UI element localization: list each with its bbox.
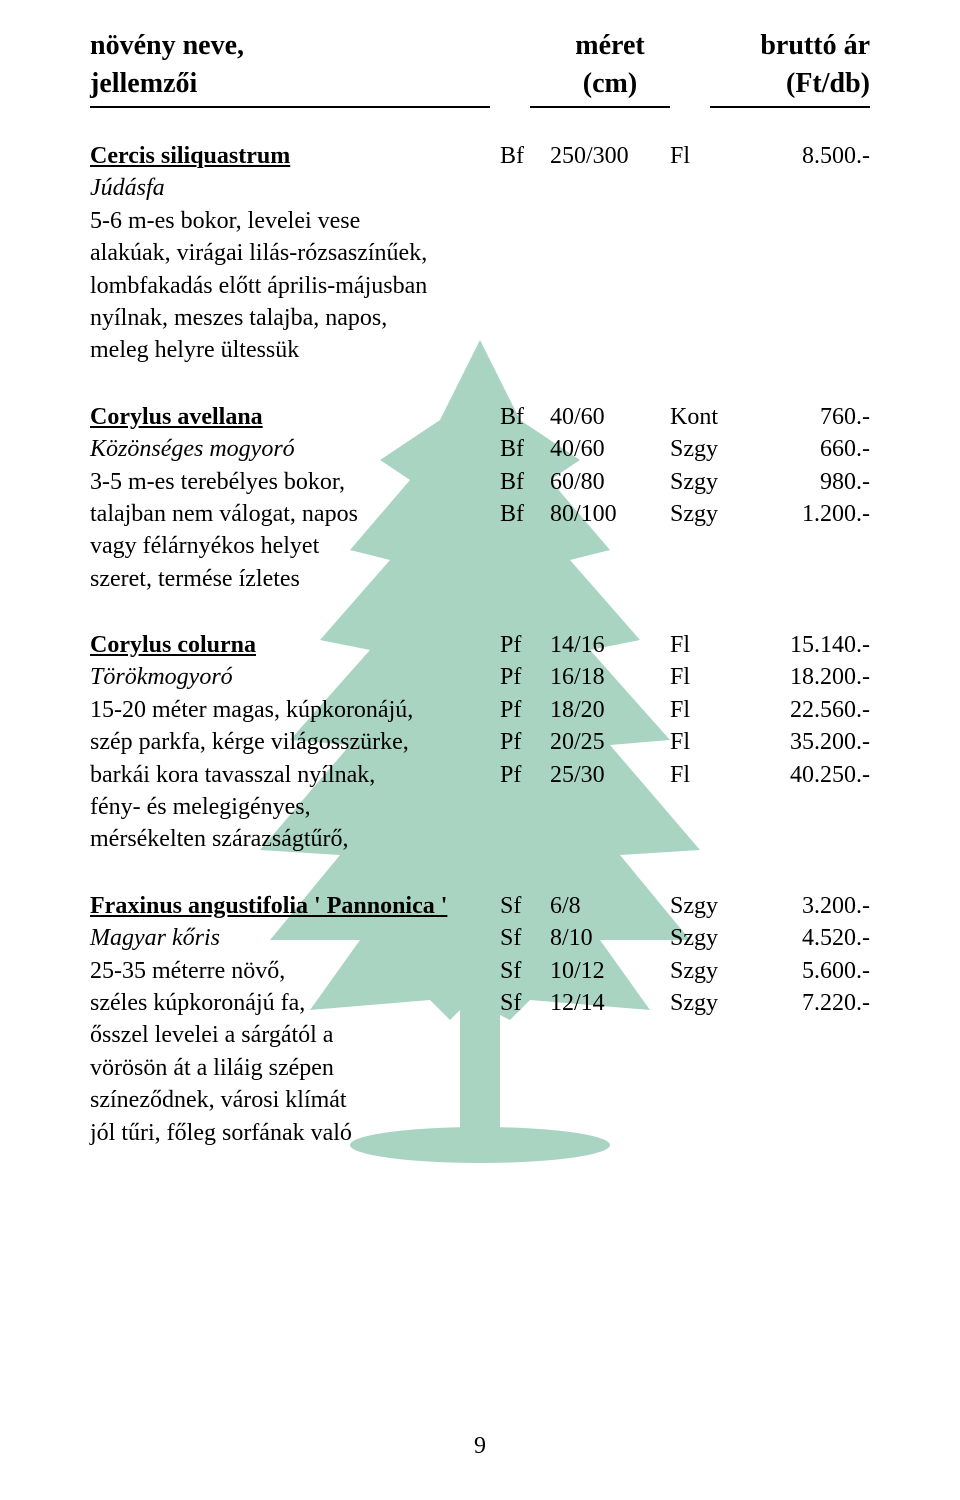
plant-title: Corylus colurna [90,632,256,658]
type-cell: Bf [500,498,550,530]
plant-entry: Cercis siliquastrum Bf 250/300 Fl 8.500.… [90,140,870,367]
size-cell: 20/25 [550,726,670,758]
plant-desc: vörösön át a liláig szépen [90,1052,870,1084]
type-cell: Sf [500,955,550,987]
unit-cell: Szgy [670,922,750,954]
type-cell: Sf [500,922,550,954]
type-cell: Pf [500,661,550,693]
size-cell: 10/12 [550,955,670,987]
price-cell: 40.250.- [750,759,870,791]
price-cell: 3.200.- [750,890,870,922]
unit-cell: Fl [670,759,750,791]
type-cell: Bf [500,466,550,498]
plant-entry: Corylus colurna Pf 14/16 Fl 15.140.- Tör… [90,629,870,856]
unit-cell: Szgy [670,433,750,465]
size-cell: 80/100 [550,498,670,530]
page-content: növény neve, méret bruttó ár jellemzői (… [0,0,960,1223]
plant-desc: talajban nem válogat, napos [90,498,500,530]
type-cell: Pf [500,726,550,758]
price-cell: 22.560.- [750,694,870,726]
unit-cell: Szgy [670,987,750,1019]
plant-desc: vagy félárnyékos helyet [90,530,870,562]
unit-cell: Szgy [670,498,750,530]
unit-cell: Szgy [670,890,750,922]
unit-cell: Fl [670,629,750,661]
size-cell: 60/80 [550,466,670,498]
plant-desc: fény- és melegigényes, [90,791,870,823]
type-cell: Pf [500,629,550,661]
plant-desc: 3-5 m-es terebélyes bokor, [90,466,500,498]
plant-desc: szeret, termése ízletes [90,563,870,595]
unit-cell: Szgy [670,955,750,987]
price-cell: 35.200.- [750,726,870,758]
plant-desc: 5-6 m-es bokor, levelei vese [90,205,870,237]
plant-desc: ősszel levelei a sárgától a [90,1019,870,1051]
price-cell: 8.500.- [750,140,870,172]
size-cell: 40/60 [550,433,670,465]
size-cell: 14/16 [550,629,670,661]
header-col2-line1: méret [530,30,690,62]
header-col1-line1: növény neve, [90,30,530,62]
size-cell: 40/60 [550,401,670,433]
plant-italic-name: Törökmogyoró [90,661,500,693]
size-cell: 18/20 [550,694,670,726]
unit-cell: Fl [670,140,750,172]
plant-desc: mérsékelten szárazságtűrő, [90,823,870,855]
plant-italic-name: Közönséges mogyoró [90,433,500,465]
header-col3-line1: bruttó ár [690,30,870,62]
header-col1-line2: jellemzői [90,68,530,100]
price-cell: 18.200.- [750,661,870,693]
plant-desc: alakúak, virágai lilás-rózsaszínűek, [90,237,870,269]
type-cell: Sf [500,890,550,922]
table-header-row-2: jellemzői (cm) (Ft/db) [90,68,870,100]
header-col3-line2: (Ft/db) [690,68,870,100]
header-underlines [90,106,870,108]
plant-title: Cercis siliquastrum [90,143,290,169]
size-cell: 250/300 [550,140,670,172]
size-cell: 12/14 [550,987,670,1019]
size-cell: 16/18 [550,661,670,693]
plant-desc: nyílnak, meszes talajba, napos, [90,302,870,334]
plant-desc: széles kúpkoronájú fa, [90,987,500,1019]
size-cell: 8/10 [550,922,670,954]
plant-desc: meleg helyre ültessük [90,334,870,366]
price-cell: 1.200.- [750,498,870,530]
size-cell: 25/30 [550,759,670,791]
plant-desc: barkái kora tavasszal nyílnak, [90,759,500,791]
plant-title: Fraxinus angustifolia ' Pannonica ' [90,893,447,919]
page-number: 9 [474,1433,486,1460]
plant-desc: 15-20 méter magas, kúpkoronájú, [90,694,500,726]
type-cell: Pf [500,694,550,726]
table-header-row: növény neve, méret bruttó ár [90,30,870,62]
price-cell: 980.- [750,466,870,498]
size-cell: 6/8 [550,890,670,922]
unit-cell: Kont [670,401,750,433]
type-cell: Pf [500,759,550,791]
plant-desc: szép parkfa, kérge világosszürke, [90,726,500,758]
price-cell: 5.600.- [750,955,870,987]
header-col2-line2: (cm) [530,68,690,100]
unit-cell: Fl [670,694,750,726]
plant-desc: 25-35 méterre növő, [90,955,500,987]
plant-desc: jól tűri, főleg sorfának való [90,1117,870,1149]
unit-cell: Szgy [670,466,750,498]
plant-desc: színeződnek, városi klímát [90,1084,870,1116]
unit-cell: Fl [670,661,750,693]
type-cell: Bf [500,401,550,433]
price-cell: 760.- [750,401,870,433]
price-cell: 7.220.- [750,987,870,1019]
plant-italic-name: Júdásfa [90,172,500,204]
type-cell: Bf [500,140,550,172]
unit-cell: Fl [670,726,750,758]
plant-title: Corylus avellana [90,404,263,430]
plant-italic-name: Magyar kőris [90,922,500,954]
price-cell: 4.520.- [750,922,870,954]
type-cell: Sf [500,987,550,1019]
plant-entry: Corylus avellana Bf 40/60 Kont 760.- Köz… [90,401,870,595]
price-cell: 15.140.- [750,629,870,661]
type-cell: Bf [500,433,550,465]
plant-desc: lombfakadás előtt április-májusban [90,270,870,302]
price-cell: 660.- [750,433,870,465]
plant-entry: Fraxinus angustifolia ' Pannonica ' Sf 6… [90,890,870,1149]
